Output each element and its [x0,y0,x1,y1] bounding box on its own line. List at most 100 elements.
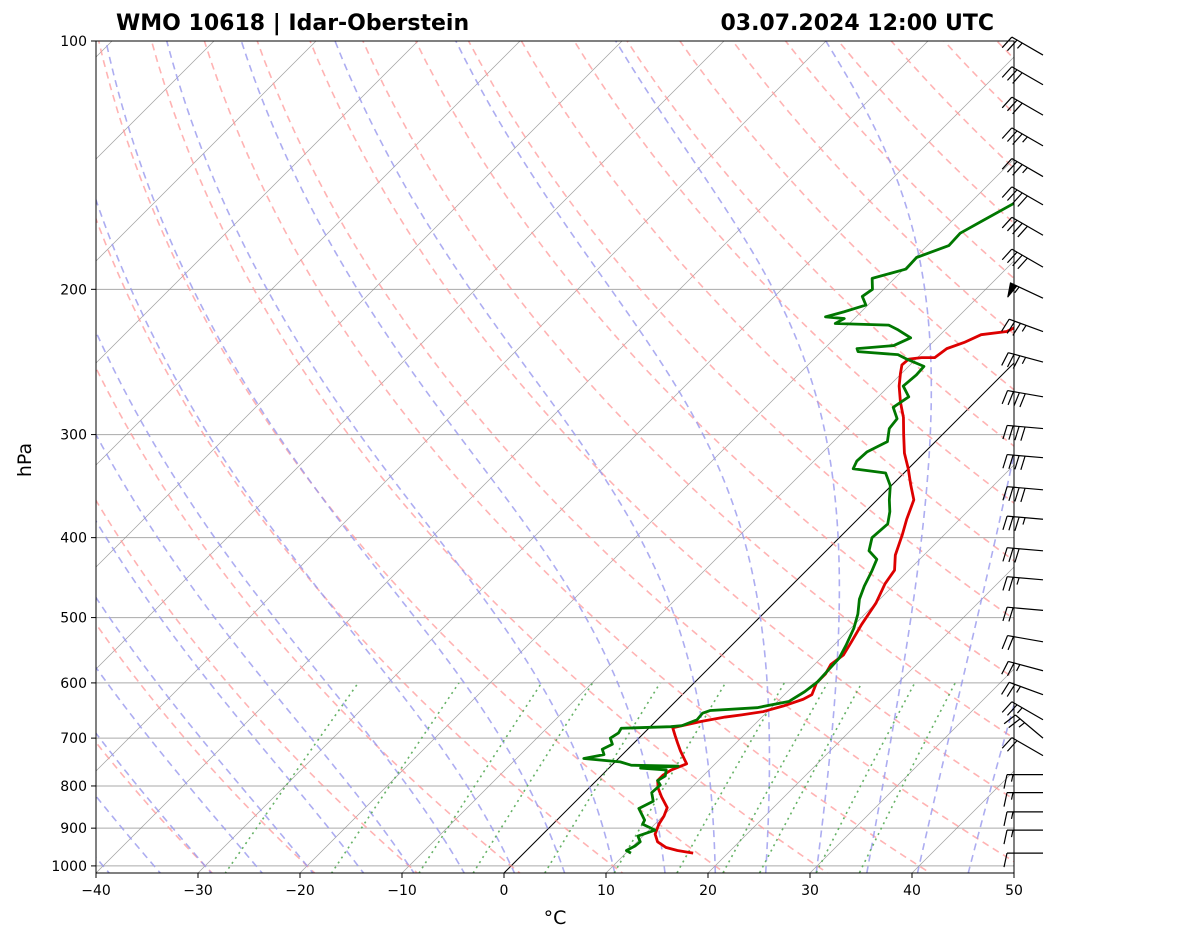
wind-barb-full-tick [1006,130,1018,142]
wind-barb-full-tick [1001,390,1009,405]
dry-adiabat-line [96,498,419,873]
wind-barbs [1001,36,1044,868]
wind-barb [1001,216,1044,238]
wind-barb [1001,158,1044,178]
wind-barb-full-tick [1001,737,1013,749]
wind-barb [1001,389,1044,408]
y-tick-label: 600 [60,676,87,692]
wind-barb-half-tick [1018,722,1025,728]
x-tick-label: 30 [801,883,819,899]
wind-barb-full-tick [1002,486,1008,501]
plot-frame [95,40,1015,874]
wind-barb [1003,714,1044,739]
wind-barb-full-tick [1001,158,1013,170]
moist-adiabat-line [96,666,264,873]
wind-barb [1002,515,1044,532]
wind-barb-full-tick [1012,192,1023,204]
x-tick-label: 20 [699,883,717,899]
wind-barb-full-tick [1017,257,1028,270]
dry-adiabat-line [96,622,316,873]
wind-barb-full-tick [1019,393,1026,408]
isotherm-line [96,41,419,364]
x-tick-label: 40 [903,883,921,899]
moist-adiabat-line [615,41,841,873]
wind-barb-full-tick [1003,774,1008,789]
wind-barb [1003,811,1043,826]
wind-barb [1001,737,1044,757]
wind-barb-full-tick [1003,714,1016,725]
wind-barb-full-tick [1001,248,1013,261]
wind-barb-half-tick [1022,136,1028,143]
wind-barb-half-tick [1022,167,1028,174]
background-reference-lines [96,41,1014,873]
dry-adiabat-line [943,41,1014,115]
sounding-profiles [582,201,1014,855]
dry-adiabat-line [467,41,1014,621]
wind-barb-full-tick [1002,515,1008,530]
wind-barb [1002,606,1044,622]
dry-adiabat-line [96,366,522,873]
wind-barb-full-tick [1001,66,1013,78]
wind-barb-flag [1007,282,1018,298]
moist-adiabat-line [455,41,771,873]
dry-adiabat-line [678,41,1014,391]
mixing-ratio-line [858,682,956,873]
wind-barb-full-tick [1020,455,1026,470]
moist-adiabat-line [96,794,162,873]
wind-barb-full-tick [1014,426,1020,441]
dry-adiabat-line [414,41,1014,680]
dry-adiabat-line [309,41,1014,801]
moist-adiabat-line [916,450,1014,873]
wind-barb [1002,576,1044,592]
dry-adiabat-line [626,41,1014,448]
y-tick-label: 200 [60,282,87,298]
wind-barb-half-tick [1014,286,1020,294]
isotherm-line [96,41,521,466]
wind-barb [1002,453,1044,470]
x-tick-label: 0 [500,883,509,899]
wind-barb-full-tick [1012,72,1023,84]
zero-isotherm-line [503,362,1014,873]
mixing-ratio-line [472,682,594,873]
wind-barb-full-tick [1008,718,1021,729]
wind-barb-full-tick [1020,488,1026,503]
wind-barb [1007,282,1044,299]
wind-barb-full-tick [1006,99,1018,112]
wind-barb-full-tick [1006,684,1016,697]
moist-adiabat-line [105,41,566,873]
wind-barb-full-tick [1006,320,1016,334]
wind-barb [1001,660,1044,677]
moist-adiabat-line [96,197,516,873]
x-tick-label: −10 [387,883,417,899]
wind-barb-full-tick [1006,704,1018,716]
wind-barb [1002,424,1044,441]
dry-adiabat-line [784,41,1014,280]
wind-barb-half-tick [1010,792,1014,800]
wind-barb-full-tick [1001,318,1010,332]
dewpoint-profile-line [582,201,1014,855]
wind-barb [1001,634,1044,651]
wind-barb-full-tick [1008,577,1014,592]
wind-barb [1002,486,1044,503]
mixing-ratio-line [543,682,661,873]
wind-barb-half-tick [1016,42,1023,49]
mixing-ratio-line [722,682,829,873]
dry-adiabat-line [256,41,1014,863]
dry-adiabat-line [520,41,1014,562]
x-tick-label: −20 [285,883,315,899]
dry-adiabat-line [362,41,1014,740]
wind-barb-full-tick [1001,186,1013,198]
wind-barb-full-tick [1008,607,1014,622]
temperature-profile-line [653,326,1014,855]
wind-barb-half-tick [1016,686,1021,693]
wind-barb [1001,352,1044,369]
wind-barb-half-tick [1010,830,1014,838]
isotherm-line [911,770,1014,873]
isotherm-line [299,158,1014,873]
wind-barb-full-tick [1001,127,1013,139]
y-tick-label: 800 [60,779,87,795]
wind-barb [1001,701,1044,721]
wind-barb-full-tick [1002,576,1008,591]
wind-barb [1001,36,1044,56]
